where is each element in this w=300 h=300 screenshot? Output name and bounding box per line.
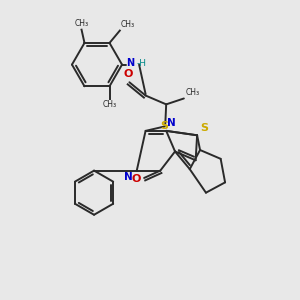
Text: O: O — [132, 174, 141, 184]
Text: S: S — [201, 123, 208, 133]
Text: CH₃: CH₃ — [103, 100, 117, 109]
Text: S: S — [161, 122, 169, 131]
Text: N: N — [167, 118, 176, 128]
Text: O: O — [123, 69, 133, 79]
Text: CH₃: CH₃ — [74, 19, 88, 28]
Text: CH₃: CH₃ — [121, 20, 135, 29]
Text: N: N — [126, 58, 135, 68]
Text: CH₃: CH₃ — [185, 88, 200, 97]
Text: N: N — [124, 172, 133, 182]
Text: -H: -H — [137, 59, 147, 68]
